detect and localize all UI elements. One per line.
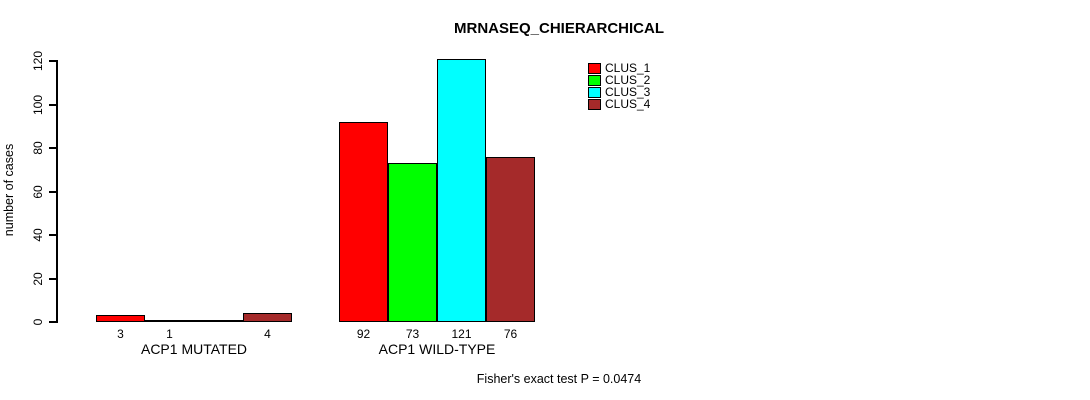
bar-clus_1 bbox=[96, 315, 145, 322]
legend-swatch-clus_4 bbox=[588, 98, 601, 110]
y-axis-tick bbox=[49, 60, 56, 62]
y-axis-tick-label: 80 bbox=[31, 141, 45, 155]
group-label: ACP1 WILD-TYPE bbox=[378, 341, 496, 357]
bar-clus_4 bbox=[486, 157, 535, 322]
bar-value-label: 3 bbox=[117, 327, 124, 341]
bar-value-label: 92 bbox=[356, 327, 371, 341]
bar-value-label: 73 bbox=[405, 327, 420, 341]
y-axis-tick bbox=[49, 190, 56, 193]
y-axis-tick-label: 0 bbox=[31, 318, 45, 326]
y-axis-tick bbox=[49, 321, 56, 323]
legend-label: CLUS_2 bbox=[605, 73, 651, 87]
y-axis-tick-label: 60 bbox=[31, 184, 45, 199]
bar-clus_3-zero bbox=[194, 320, 243, 322]
legend: CLUS_1 CLUS_2 CLUS_3 CLUS_4 bbox=[588, 62, 650, 110]
legend-label: CLUS_3 bbox=[605, 85, 651, 99]
bar-clus_3 bbox=[437, 59, 486, 322]
legend-label: CLUS_1 bbox=[605, 61, 651, 75]
y-axis-tick-label: 20 bbox=[31, 271, 45, 286]
y-axis-tick-label: 100 bbox=[31, 94, 45, 115]
group-label: ACP1 MUTATED bbox=[140, 341, 248, 357]
legend-label: CLUS_4 bbox=[605, 97, 651, 111]
bar-value-label: 121 bbox=[451, 327, 472, 341]
legend-swatch-clus_1 bbox=[588, 62, 601, 74]
legend-swatch-clus_3 bbox=[588, 86, 601, 98]
y-axis-tick bbox=[49, 147, 56, 149]
bar-value-label: 1 bbox=[166, 327, 173, 341]
y-axis-line bbox=[56, 60, 58, 323]
legend-item: CLUS_2 bbox=[588, 74, 650, 86]
y-axis-tick-label: 120 bbox=[31, 50, 45, 72]
y-axis-tick bbox=[49, 277, 56, 280]
chart-title: MRNASEQ_CHIERARCHICAL bbox=[453, 20, 665, 37]
bar-clus_2 bbox=[145, 320, 194, 322]
bar-clus_1 bbox=[339, 122, 388, 322]
legend-item: CLUS_3 bbox=[588, 86, 650, 98]
y-axis-tick bbox=[49, 234, 56, 236]
bar-value-label: 4 bbox=[264, 327, 271, 341]
bar-clus_4 bbox=[243, 313, 292, 322]
y-axis-tick bbox=[49, 103, 56, 106]
bar-value-label: 76 bbox=[503, 327, 518, 341]
footnote-text: Fisher's exact test P = 0.0474 bbox=[476, 372, 642, 386]
y-axis-tick-label: 40 bbox=[31, 228, 45, 242]
legend-item: CLUS_1 bbox=[588, 62, 650, 74]
legend-item: CLUS_4 bbox=[588, 98, 650, 110]
legend-swatch-clus_2 bbox=[588, 74, 601, 86]
bar-clus_2 bbox=[388, 163, 437, 322]
